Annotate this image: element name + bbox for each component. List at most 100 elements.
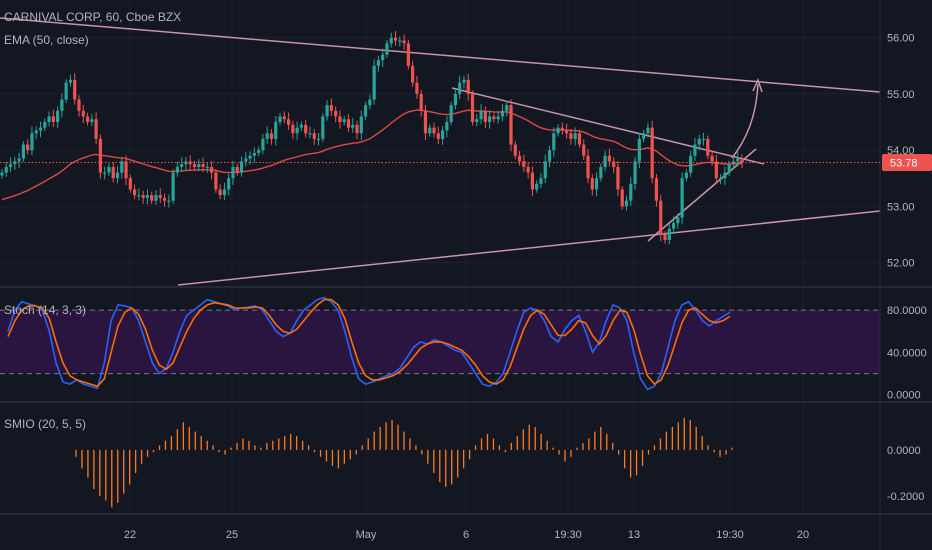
candle-body xyxy=(269,133,274,139)
candle-body xyxy=(402,40,406,44)
candle xyxy=(334,106,338,123)
candle-body xyxy=(419,93,423,111)
candle xyxy=(218,184,222,200)
candle xyxy=(671,216,676,234)
candle-body xyxy=(719,178,723,180)
candle xyxy=(629,177,633,206)
candle xyxy=(51,109,55,128)
candle xyxy=(573,127,577,146)
candle-body xyxy=(663,234,667,241)
candle xyxy=(526,162,530,179)
candle-body xyxy=(556,127,560,134)
candle xyxy=(68,74,73,87)
candle xyxy=(162,193,167,207)
candle-body xyxy=(522,161,526,167)
candle xyxy=(128,174,132,193)
price-tick-label: 53.00 xyxy=(887,201,915,213)
candle-body xyxy=(483,110,487,123)
candle-body xyxy=(659,200,663,235)
candle xyxy=(282,111,286,124)
candle-body xyxy=(56,110,60,123)
candle-body xyxy=(8,164,13,167)
time-tick-label: 6 xyxy=(463,529,469,541)
candle-body xyxy=(372,65,376,100)
candle-body xyxy=(47,116,51,123)
candle-body xyxy=(393,37,398,41)
candle xyxy=(642,129,646,143)
candle xyxy=(60,93,64,118)
stoch-tick-label: 0.0000 xyxy=(887,390,921,402)
candle-body xyxy=(26,144,30,151)
candle xyxy=(556,124,560,137)
candle-body xyxy=(616,166,620,190)
candle xyxy=(714,154,718,184)
candle-body xyxy=(73,79,77,100)
candle-body xyxy=(612,161,616,167)
candle xyxy=(150,191,154,205)
candle xyxy=(192,160,197,171)
candle xyxy=(710,150,714,166)
candle-body xyxy=(701,138,706,141)
candle-body xyxy=(530,172,535,190)
candle xyxy=(376,55,381,72)
candle xyxy=(432,122,436,138)
candle xyxy=(90,114,94,127)
candle-body xyxy=(51,116,55,123)
candle xyxy=(304,119,308,138)
candle xyxy=(462,75,466,89)
candle-body xyxy=(398,40,402,42)
candle xyxy=(505,100,509,117)
candle xyxy=(607,148,611,167)
candle-body xyxy=(94,119,98,139)
candle-body xyxy=(175,166,179,173)
candle xyxy=(406,39,410,70)
candle-body xyxy=(321,116,325,139)
candle xyxy=(667,223,671,245)
price-tick-label: 52.00 xyxy=(887,258,915,270)
candle-body xyxy=(411,65,415,83)
candle-body xyxy=(706,138,710,156)
candle xyxy=(543,154,547,184)
candle xyxy=(684,169,688,182)
candle xyxy=(351,118,355,133)
candle-body xyxy=(406,43,410,66)
candle xyxy=(8,157,13,173)
candle xyxy=(308,126,312,139)
candle-body xyxy=(432,127,436,134)
candle-body xyxy=(248,155,252,159)
candle xyxy=(278,113,282,126)
candle-body xyxy=(145,195,150,198)
candle-body xyxy=(120,161,124,173)
candle-body xyxy=(368,99,372,106)
candle-body xyxy=(0,172,4,176)
candle-body xyxy=(710,155,714,162)
candle xyxy=(103,166,107,180)
candle-body xyxy=(629,183,633,201)
candle xyxy=(64,79,68,103)
trendline-upper xyxy=(0,17,881,93)
candle xyxy=(34,126,38,140)
candle-body xyxy=(620,189,624,207)
candle xyxy=(458,75,462,99)
candle xyxy=(30,126,34,156)
candle xyxy=(227,174,231,196)
price-tick-label: 56.00 xyxy=(887,33,915,45)
candle xyxy=(244,151,248,167)
candle xyxy=(363,101,368,120)
candle-body xyxy=(667,228,671,241)
time-tick-label: 19:30 xyxy=(554,529,582,541)
candle xyxy=(235,163,239,176)
candle-body xyxy=(543,161,547,179)
candle xyxy=(586,148,590,184)
candle-body xyxy=(714,161,718,179)
stoch-legend: Stoch (14, 3, 3) xyxy=(4,303,86,317)
candle-body xyxy=(381,54,385,61)
candle xyxy=(731,156,736,169)
candle xyxy=(77,95,81,117)
time-tick-label: 19:30 xyxy=(716,529,744,541)
candle xyxy=(158,188,162,203)
candle-body xyxy=(316,138,321,141)
candle xyxy=(612,157,616,173)
